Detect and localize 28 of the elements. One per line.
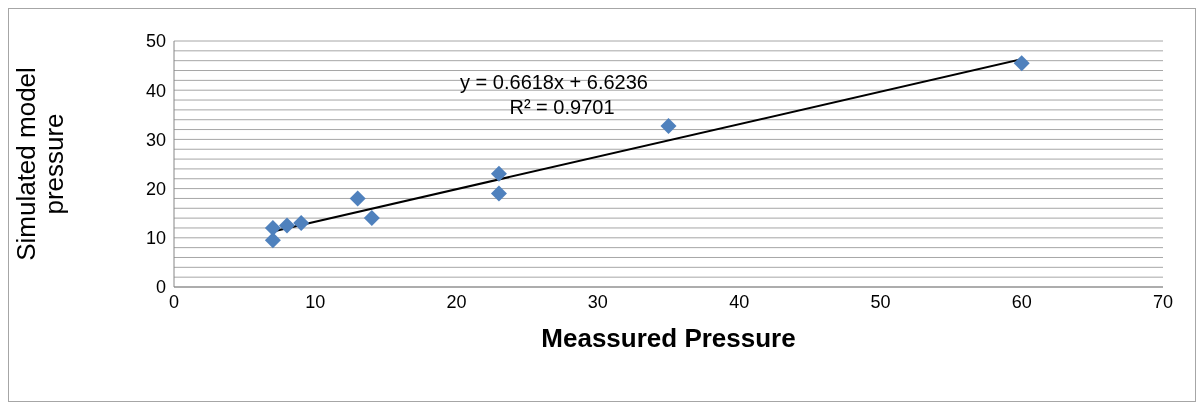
- point: [1013, 55, 1030, 72]
- x-tick-label: 70: [1152, 291, 1174, 312]
- annotation: R² = 0.9701: [509, 96, 615, 118]
- point: [490, 165, 507, 182]
- y-tick-label: 30: [145, 129, 166, 150]
- y-tick-label: 40: [145, 80, 166, 101]
- point: [660, 118, 677, 135]
- y-tick-label: 10: [145, 228, 166, 249]
- y-tick-label: 0: [155, 277, 166, 298]
- x-tick-label: 20: [446, 291, 467, 312]
- annotation: y = 0.6618x + 6.6236: [460, 71, 648, 93]
- x-tick-label: 30: [587, 291, 608, 312]
- point: [490, 185, 507, 202]
- point: [264, 232, 281, 249]
- point: [293, 215, 310, 232]
- x-tick-label: 0: [168, 291, 180, 312]
- x-tick-label: 40: [729, 291, 750, 312]
- point: [363, 210, 380, 227]
- x-tick-label: 10: [305, 291, 326, 312]
- y-axis-title: Simulated model pressure: [11, 67, 69, 261]
- point: [349, 190, 366, 207]
- x-tick-label: 60: [1011, 291, 1032, 312]
- x-tick-label: 50: [870, 291, 891, 312]
- x-axis-title: Meassured Pressure: [541, 323, 796, 353]
- y-tick-label: 50: [145, 31, 166, 52]
- point: [279, 217, 296, 234]
- y-tick-label: 20: [145, 178, 166, 199]
- point: [264, 219, 281, 236]
